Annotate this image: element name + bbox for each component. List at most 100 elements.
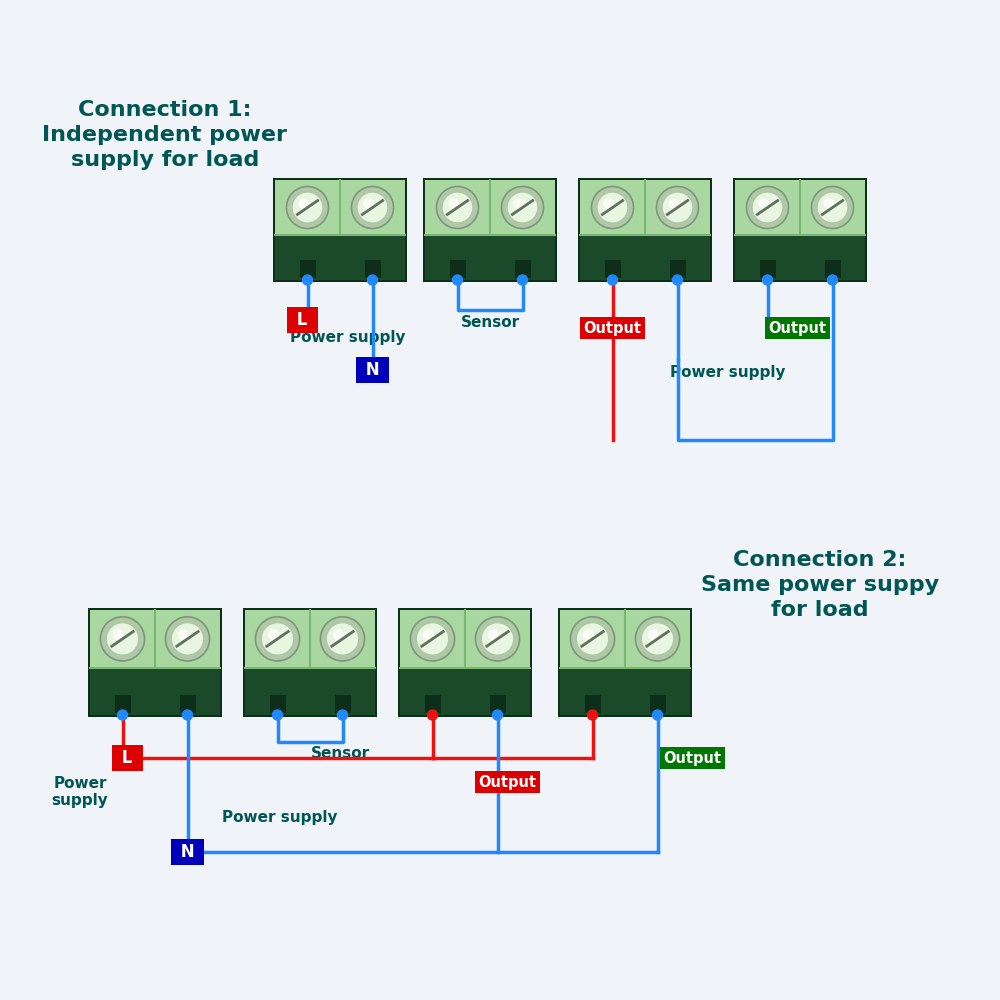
Text: Output: Output xyxy=(664,750,722,766)
Circle shape xyxy=(302,275,312,285)
Circle shape xyxy=(106,623,139,655)
Circle shape xyxy=(261,623,294,655)
Circle shape xyxy=(502,187,543,228)
Bar xyxy=(425,235,555,280)
Circle shape xyxy=(828,275,838,285)
Bar xyxy=(270,695,286,713)
Bar xyxy=(670,260,686,278)
Text: L: L xyxy=(116,749,139,767)
Circle shape xyxy=(501,186,544,229)
Circle shape xyxy=(507,192,538,223)
Circle shape xyxy=(518,275,528,285)
Circle shape xyxy=(423,629,434,640)
Text: Output: Output xyxy=(584,320,642,336)
Bar xyxy=(114,695,130,713)
Circle shape xyxy=(513,198,524,209)
Circle shape xyxy=(656,186,699,229)
Circle shape xyxy=(357,192,388,223)
Circle shape xyxy=(592,187,633,228)
Text: Connection 2:
Same power suppy
for load: Connection 2: Same power suppy for load xyxy=(701,550,939,620)
Circle shape xyxy=(603,198,614,209)
Circle shape xyxy=(492,710,503,720)
Bar xyxy=(245,668,375,715)
Bar xyxy=(364,260,380,278)
Circle shape xyxy=(817,192,848,223)
Bar xyxy=(90,668,220,715)
Circle shape xyxy=(652,710,662,720)
Text: Power supply: Power supply xyxy=(670,365,785,380)
Bar xyxy=(450,260,466,278)
Circle shape xyxy=(182,710,192,720)
FancyBboxPatch shape xyxy=(733,178,867,282)
Circle shape xyxy=(272,710,283,720)
Circle shape xyxy=(437,187,478,228)
Bar xyxy=(490,695,506,713)
Bar xyxy=(275,235,405,280)
Text: Power supply: Power supply xyxy=(222,810,338,825)
FancyBboxPatch shape xyxy=(558,608,692,717)
Circle shape xyxy=(100,616,145,662)
Circle shape xyxy=(171,623,204,655)
Circle shape xyxy=(812,187,853,228)
Circle shape xyxy=(662,192,693,223)
Bar xyxy=(334,695,351,713)
Circle shape xyxy=(608,275,618,285)
Circle shape xyxy=(475,616,520,662)
Text: Sensor: Sensor xyxy=(460,315,520,330)
Bar xyxy=(580,235,710,280)
Circle shape xyxy=(363,198,374,209)
Bar xyxy=(604,260,620,278)
Circle shape xyxy=(368,275,378,285)
Circle shape xyxy=(481,623,514,655)
FancyBboxPatch shape xyxy=(243,608,377,717)
Circle shape xyxy=(326,623,359,655)
Bar xyxy=(735,180,865,235)
Circle shape xyxy=(166,617,209,661)
Circle shape xyxy=(635,616,680,662)
Bar xyxy=(400,610,530,668)
Circle shape xyxy=(476,617,519,661)
Circle shape xyxy=(747,187,788,228)
Text: Output: Output xyxy=(479,774,536,790)
Text: Connection 1:
Independent power
supply for load: Connection 1: Independent power supply f… xyxy=(42,100,288,170)
Text: N: N xyxy=(360,361,385,379)
Circle shape xyxy=(672,275,682,285)
FancyBboxPatch shape xyxy=(273,178,407,282)
Bar xyxy=(245,610,375,668)
Circle shape xyxy=(352,187,393,228)
Circle shape xyxy=(178,629,189,640)
FancyBboxPatch shape xyxy=(578,178,712,282)
Circle shape xyxy=(597,192,628,223)
Circle shape xyxy=(452,275,462,285)
Circle shape xyxy=(338,710,348,720)
Bar xyxy=(424,695,440,713)
Bar xyxy=(275,180,405,235)
Circle shape xyxy=(321,617,364,661)
Text: Output: Output xyxy=(768,320,826,336)
Circle shape xyxy=(763,275,772,285)
Circle shape xyxy=(448,198,459,209)
Circle shape xyxy=(591,186,634,229)
FancyBboxPatch shape xyxy=(398,608,532,717)
Bar xyxy=(300,260,316,278)
Bar xyxy=(180,695,196,713)
Circle shape xyxy=(648,629,659,640)
Text: N: N xyxy=(175,843,200,861)
Circle shape xyxy=(428,710,438,720)
Circle shape xyxy=(488,629,499,640)
Circle shape xyxy=(118,710,128,720)
Circle shape xyxy=(583,629,594,640)
Circle shape xyxy=(113,629,124,640)
Circle shape xyxy=(351,186,394,229)
Circle shape xyxy=(255,616,300,662)
Circle shape xyxy=(752,192,783,223)
Bar xyxy=(560,610,690,668)
Circle shape xyxy=(570,616,615,662)
Bar xyxy=(735,235,865,280)
Circle shape xyxy=(823,198,834,209)
Circle shape xyxy=(571,617,614,661)
Circle shape xyxy=(442,192,473,223)
Circle shape xyxy=(268,629,279,640)
Circle shape xyxy=(636,617,679,661)
Circle shape xyxy=(746,186,789,229)
